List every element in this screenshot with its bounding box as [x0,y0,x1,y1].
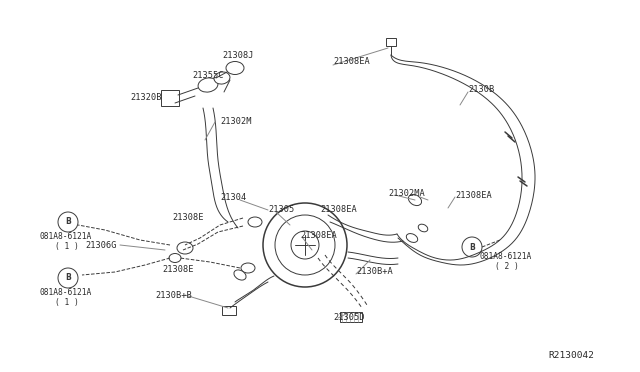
Text: 21304: 21304 [220,193,246,202]
Text: ( 1 ): ( 1 ) [55,242,79,251]
Text: 21308EA: 21308EA [320,205,356,215]
Text: B: B [65,273,71,282]
Text: 21302M: 21302M [220,118,252,126]
Ellipse shape [198,78,218,92]
Text: 2130B+B: 2130B+B [155,291,192,299]
Text: 21308E: 21308E [172,212,204,221]
Ellipse shape [406,234,418,243]
FancyBboxPatch shape [386,38,396,46]
Ellipse shape [418,224,428,232]
Ellipse shape [408,195,422,206]
Ellipse shape [241,263,255,273]
Text: 21308EA: 21308EA [300,231,337,240]
Text: 21305D: 21305D [333,314,365,323]
Ellipse shape [248,217,262,227]
FancyBboxPatch shape [340,312,362,322]
Text: 21355C: 21355C [192,71,223,80]
Text: ( 1 ): ( 1 ) [55,298,79,307]
Text: ( 2 ): ( 2 ) [495,262,519,271]
Text: 081A8-6121A: 081A8-6121A [480,252,532,261]
Ellipse shape [177,242,193,254]
Ellipse shape [226,61,244,74]
Text: 21305: 21305 [268,205,294,215]
Text: 21308J: 21308J [222,51,253,60]
Text: 081A8-6121A: 081A8-6121A [40,232,92,241]
Text: 21308EA: 21308EA [333,58,370,67]
Text: B: B [469,243,475,251]
Text: 21308EA: 21308EA [455,190,492,199]
Text: B: B [65,218,71,227]
Ellipse shape [169,253,181,263]
Ellipse shape [234,270,246,280]
Text: 2130B+A: 2130B+A [356,267,393,276]
FancyBboxPatch shape [161,90,179,106]
Text: 21308E: 21308E [162,266,193,275]
Text: 21302MA: 21302MA [388,189,425,198]
FancyBboxPatch shape [222,306,236,315]
Text: R2130042: R2130042 [548,350,594,359]
Text: 21306G: 21306G [85,241,116,250]
Text: 2130B: 2130B [468,86,494,94]
Text: 081A8-6121A: 081A8-6121A [40,288,92,297]
Text: 21320B: 21320B [130,93,161,102]
Ellipse shape [214,72,230,84]
